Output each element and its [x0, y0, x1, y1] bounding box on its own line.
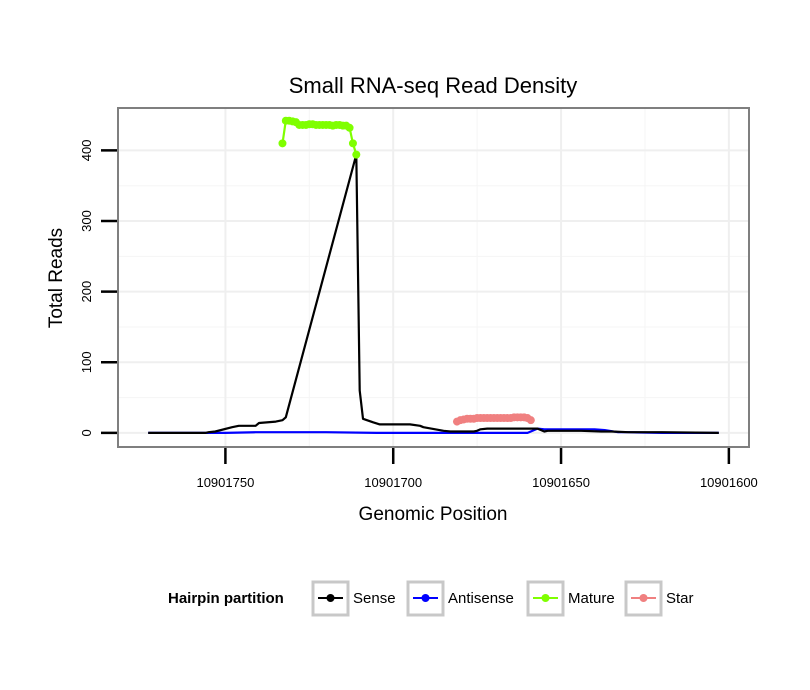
legend-key-point — [639, 594, 648, 602]
y-tick-label: 0 — [79, 429, 94, 436]
plot-border — [117, 107, 750, 448]
star-data-point — [526, 416, 535, 425]
x-tick-label: 10901600 — [700, 475, 758, 490]
legend-item-mature: Mature — [526, 580, 615, 617]
x-axis: 10901750 10901700 10901650 10901600 — [196, 448, 758, 490]
y-tick-label: 100 — [79, 351, 94, 373]
mature-data-point — [278, 139, 287, 148]
y-tick-label: 300 — [79, 210, 94, 232]
legend-label: Star — [666, 590, 694, 607]
chart-title: Small RNA-seq Read Density — [289, 73, 578, 98]
y-axis-title: Total Reads — [46, 228, 67, 328]
legend-item-star: Star — [624, 580, 694, 617]
mature-data-point — [352, 150, 361, 159]
mature-data-point — [348, 139, 357, 148]
legend-label: Antisense — [448, 590, 514, 607]
legend-label: Mature — [568, 590, 615, 607]
y-tick-label: 200 — [79, 281, 94, 303]
series-layer — [148, 116, 719, 434]
x-tick-label: 10901750 — [196, 475, 254, 490]
plot-area — [117, 107, 750, 448]
legend-item-sense: Sense — [311, 580, 396, 617]
sense-series-line — [148, 153, 719, 434]
legend-key-point — [421, 594, 430, 602]
y-tick-label: 400 — [79, 140, 94, 162]
legend-label: Sense — [353, 590, 396, 607]
x-tick-label: 10901700 — [364, 475, 422, 490]
y-axis: 0 100 200 300 400 — [79, 140, 117, 436]
legend-key-point — [326, 594, 335, 602]
plot-background — [118, 108, 749, 447]
legend-item-antisense: Antisense — [406, 580, 514, 617]
legend: Hairpin partition Sense Antisense Mature St… — [168, 580, 694, 617]
x-tick-label: 10901650 — [532, 475, 590, 490]
legend-title: Hairpin partition — [168, 590, 284, 607]
legend-key-point — [541, 594, 550, 602]
x-axis-title: Genomic Position — [359, 504, 508, 525]
legend-entries: Sense Antisense Mature Star — [311, 580, 694, 617]
mature-data-point — [345, 123, 354, 132]
